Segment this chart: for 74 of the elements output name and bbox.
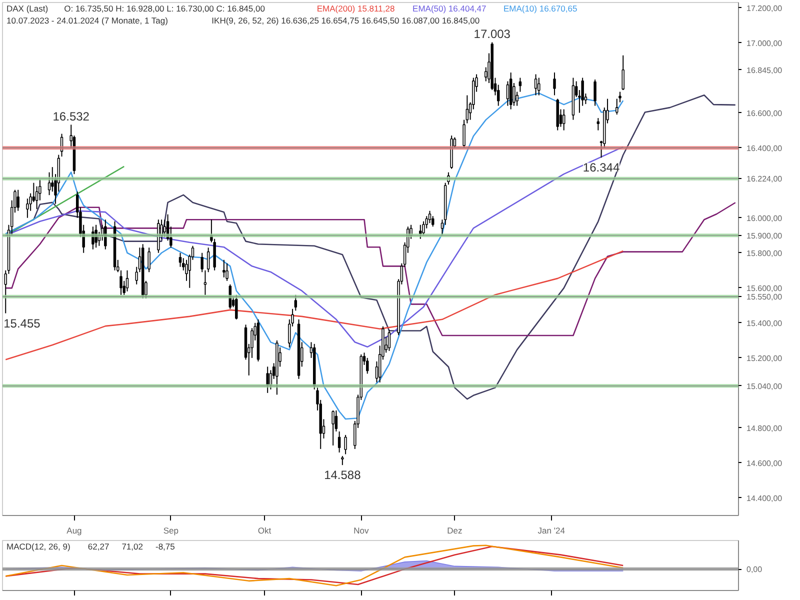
candlestick (204, 270, 207, 296)
annotation: -8,75 (156, 542, 176, 552)
y-tick-label: 14.600,00 (746, 458, 783, 468)
annotation: 16.532 (52, 110, 90, 124)
candlestick (16, 189, 20, 212)
candlestick (148, 247, 150, 273)
annotation: 62,27 (88, 542, 110, 552)
chart-title: MACD(12, 26, 9) (6, 542, 70, 552)
candlestick (512, 82, 516, 106)
text: 10.07.2023 - 24.01.2024 (7 Monate, 1 Tag) (6, 16, 168, 26)
y-tick-label: 15.400,00 (746, 318, 783, 328)
candlestick (120, 270, 122, 296)
candlestick (553, 72, 556, 96)
x-tick-label: Nov (354, 526, 370, 536)
ref-line-label: 15.900,00 (746, 231, 783, 240)
annotation: 14.588 (324, 468, 362, 482)
candlestick (518, 77, 522, 92)
candlestick (206, 247, 210, 273)
y-tick-label: 17.000,00 (746, 38, 783, 48)
y-tick-label: 17.200,00 (746, 4, 783, 13)
candlestick (596, 118, 600, 131)
candlestick (344, 434, 347, 455)
candlestick (104, 219, 107, 250)
candlestick (538, 77, 540, 96)
x-tick-label: Dez (447, 526, 462, 536)
annotation: O: 16.735,50 H: 16.928,00 L: 16.730,00 C: 16.845,00 (64, 4, 266, 14)
candlestick (338, 430, 341, 453)
ref-line-label: 15.550,00 (746, 292, 783, 302)
annotation: 71,02 (122, 542, 144, 552)
ref-line-label: 0,00 (746, 565, 763, 574)
candlestick (178, 252, 182, 268)
text: EMA(50) 16.404,47 (412, 4, 487, 14)
x-tick-label: Okt (258, 526, 272, 536)
candlestick (562, 108, 566, 131)
line-series (4, 250, 624, 360)
candlestick (622, 54, 624, 91)
x-tick-label: Sep (163, 526, 179, 536)
candlestick (222, 259, 226, 278)
y-tick-label: 16.000,00 (746, 214, 783, 223)
x-tick-label: Jan '24 (538, 526, 566, 536)
candlestick (332, 410, 334, 446)
chart-title: DAX (Last) (6, 4, 48, 14)
annotation: 15.455 (4, 316, 41, 330)
ref-line-label: 16.400,00 (746, 144, 783, 153)
annotation: 17.003 (474, 27, 511, 42)
candlestick (616, 98, 618, 116)
candlestick (462, 119, 466, 148)
y-tick-label: 15.200,00 (746, 354, 783, 363)
candlestick (51, 166, 54, 192)
x-tick-label: Aug (66, 526, 82, 536)
candlestick (594, 79, 596, 106)
candlestick (126, 270, 129, 292)
text: EMA(200) 15.811,28 (316, 4, 395, 14)
ref-line-label: 15.040,00 (746, 382, 783, 391)
candlestick (200, 252, 204, 273)
candlestick (618, 91, 622, 103)
candlestick (534, 74, 538, 96)
y-tick-label: 15.600,00 (746, 284, 783, 293)
candlestick (506, 80, 510, 106)
y-tick-label: 16.600,00 (746, 108, 783, 118)
annotation: IKH(9, 26, 52, 26) 16.636,25 16.654,75 16.645,50 16.087,00 16.845,00 (212, 16, 480, 26)
y-tick-label: 14.400,00 (746, 494, 783, 503)
candlestick (419, 224, 422, 240)
y-tick-label: 15.800,00 (746, 248, 783, 258)
candlestick (341, 455, 344, 466)
annotation: 16.344 (582, 160, 620, 175)
y-tick-label: 16.845,00 (746, 66, 783, 75)
y-tick-label: 14.800,00 (746, 424, 783, 433)
candlestick (466, 94, 469, 124)
text: EMA(10) 16.670,65 (503, 4, 578, 14)
candlestick (226, 262, 228, 282)
candlestick (32, 182, 36, 203)
candlestick (388, 329, 391, 352)
ref-line-label: 16.224,00 (746, 174, 783, 184)
